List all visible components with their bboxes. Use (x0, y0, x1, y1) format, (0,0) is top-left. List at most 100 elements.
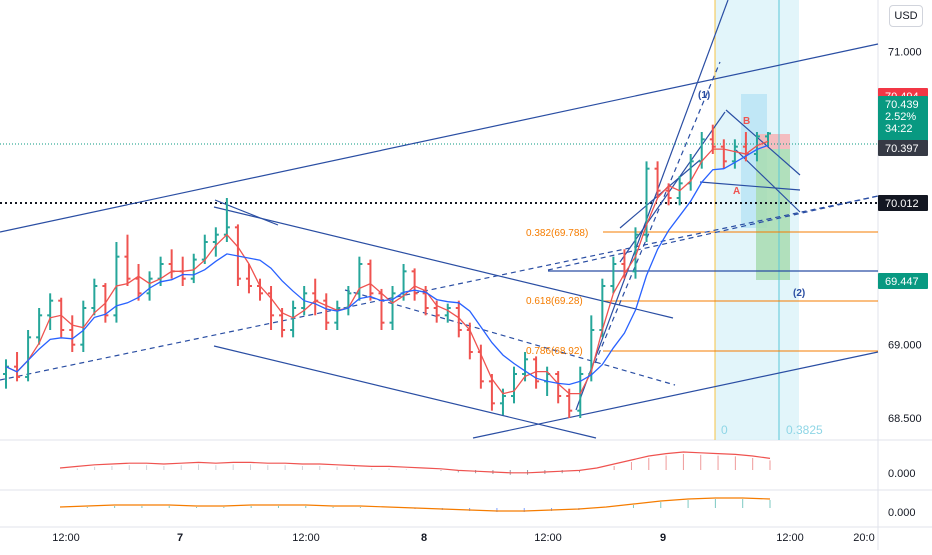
indicator-tick-label: 0.000 (888, 507, 916, 519)
trend-line (472, 351, 879, 439)
trend-line (214, 199, 279, 226)
candle (765, 132, 771, 147)
price-tag (878, 273, 928, 289)
candle (555, 371, 562, 404)
wave-label: (2) (793, 288, 805, 299)
candle (168, 249, 175, 279)
price-tag-value: 69.447 (885, 276, 919, 288)
candle (334, 300, 341, 330)
price-tag-value: 70.012 (885, 198, 919, 210)
annotation-labels-layer: 0.382(69.788) 0.618(69.28) 0.786(68.92) (1)… (526, 90, 823, 437)
candle (356, 256, 363, 301)
candle (146, 271, 153, 301)
wave-label: A (733, 186, 740, 197)
price-tag-extra: 34:22 (885, 123, 913, 135)
trend-line (699, 181, 801, 191)
candle (69, 315, 76, 352)
candle (25, 330, 32, 382)
candle (190, 253, 197, 284)
time-tick-label: 12:00 (52, 532, 80, 544)
candle (698, 132, 705, 169)
trend-line (213, 206, 674, 319)
wave-label: B (743, 116, 750, 127)
price-tag (878, 195, 928, 211)
candle (720, 139, 727, 169)
price-tag (878, 96, 928, 142)
candle (411, 268, 418, 301)
candle (212, 227, 219, 257)
moving-averages-layer (5, 140, 769, 395)
candle (511, 366, 517, 404)
candle (268, 286, 275, 330)
candle (632, 227, 639, 279)
candle (665, 183, 672, 206)
time-tick-label: 9 (660, 532, 666, 544)
candle (36, 308, 43, 345)
indicator-panes: 0.000 0.000 (59, 451, 916, 519)
candle (610, 256, 617, 294)
candle (654, 161, 661, 198)
currency-button[interactable]: USD (889, 5, 923, 27)
candle (488, 374, 495, 411)
candle (389, 286, 396, 330)
profit-zone (756, 149, 790, 280)
price-tag-value: 70.397 (885, 143, 919, 155)
price-tag-value: 70.439 (885, 99, 919, 111)
indicator-tick-label: 0.000 (888, 468, 916, 480)
candle (3, 359, 9, 389)
trend-line (0, 43, 879, 233)
time-tick-label: 12:00 (776, 532, 804, 544)
candles-layer (3, 124, 771, 418)
trend-line (547, 195, 879, 271)
time-tick-label: 12:00 (292, 532, 320, 544)
candle (234, 224, 241, 286)
trend-line (344, 289, 676, 386)
price-tag (878, 140, 928, 156)
candle (323, 293, 330, 330)
candle (643, 161, 650, 242)
time-tick-label: 20:0 (853, 532, 874, 544)
candle (455, 300, 462, 338)
trend-line (619, 159, 701, 229)
candle (47, 293, 54, 330)
trend-line (0, 195, 879, 381)
candle (91, 278, 98, 316)
candle (433, 300, 440, 323)
wave-label: (1) (698, 90, 710, 101)
trend-line (213, 345, 597, 439)
candle (245, 264, 252, 294)
candle (58, 297, 65, 338)
candle (124, 234, 131, 286)
candle (753, 132, 760, 162)
candle (80, 300, 87, 352)
price-tick-label: 68.500 (888, 413, 922, 425)
axes-layer: 71.00070.50069.00068.50070.49470.4392.52… (52, 46, 928, 544)
candle (687, 154, 694, 191)
fast-moving-average-line (5, 140, 769, 395)
candle (367, 259, 374, 301)
fib-label: 0.382(69.788) (526, 228, 588, 239)
position-label: 0 (721, 423, 728, 437)
position-label: 0.3825 (786, 423, 823, 437)
time-tick-label: 7 (177, 532, 183, 544)
slow-moving-average-line (5, 144, 769, 386)
oscillator-line (59, 497, 771, 512)
candle (312, 278, 319, 316)
price-tick-label: 69.000 (888, 340, 922, 352)
price-tag-extra: 2.52% (885, 111, 916, 123)
trend-line (594, 61, 721, 364)
candle (14, 352, 21, 382)
fib-label: 0.786(68.92) (526, 346, 583, 357)
candle (731, 139, 738, 169)
candle (113, 242, 120, 323)
fib-label: 0.618(69.28) (526, 296, 583, 307)
candle (444, 303, 451, 323)
time-tick-label: 8 (421, 532, 427, 544)
price-tick-label: 71.000 (888, 46, 922, 58)
trend-line (575, 0, 729, 411)
trend-line (725, 109, 801, 176)
candle (533, 356, 540, 389)
